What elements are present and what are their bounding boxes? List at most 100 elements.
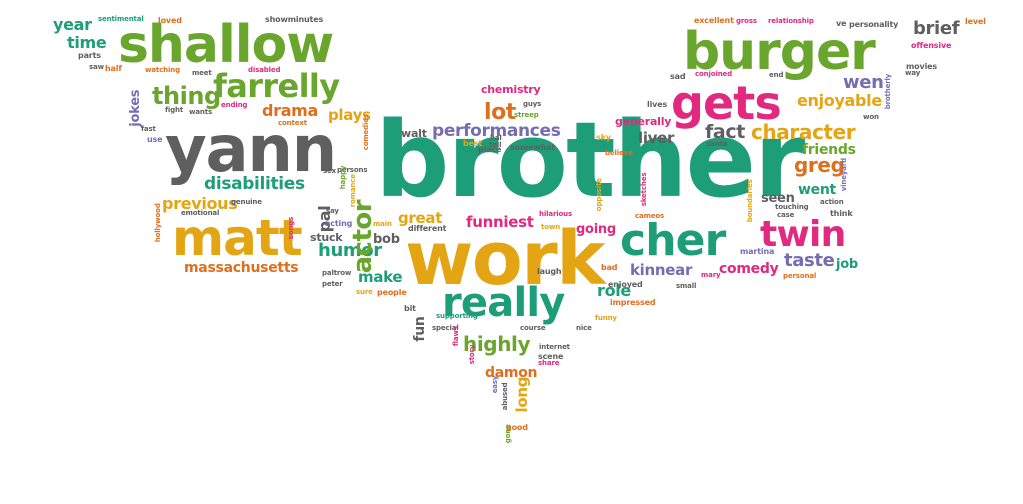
word-case: case (777, 211, 795, 219)
word-share: share (538, 359, 560, 367)
word-fact: fact (705, 121, 745, 143)
word-flaws: flaws (452, 326, 460, 347)
word-lives: lives (647, 100, 668, 109)
word-funny: funny (595, 314, 617, 322)
word-paltrow: paltrow (322, 269, 352, 277)
word-stuck: stuck (310, 231, 343, 244)
word-scene: scene (538, 352, 564, 361)
word-walt: walt (401, 127, 427, 140)
word-sky: sky (596, 133, 611, 142)
word-time: time (67, 33, 107, 52)
word-disabilities: disabilities (204, 174, 305, 194)
word-comedies: comedies (362, 114, 370, 151)
word-opposite: opposite (595, 178, 603, 212)
word-gets: gets (671, 76, 782, 130)
word-best: best (463, 139, 483, 148)
word-performances: performances (432, 121, 561, 141)
word-people: people (377, 288, 407, 297)
word-chemistry: chemistry (481, 83, 541, 96)
word-wants: wants (189, 108, 212, 116)
word-cher: cher (620, 215, 726, 266)
word-showminutes: showminutes (265, 15, 324, 24)
word-personality: personality (849, 20, 899, 29)
word-bob: bob (373, 232, 400, 247)
word-funniest: funniest (466, 213, 534, 231)
word-farrelly: farrelly (213, 67, 340, 105)
word-hollywood: hollywood (154, 203, 162, 243)
word-vineyard: vineyard (840, 157, 848, 192)
word-santa: santa (706, 140, 728, 148)
word-town: town (541, 223, 561, 231)
word-lot: lot (484, 100, 516, 125)
word-special: special (432, 324, 459, 332)
word-went: went (798, 182, 836, 198)
word-sketches: sketches (640, 172, 648, 207)
word-great: great (398, 209, 443, 227)
word-romance: romance (349, 174, 357, 208)
word-personal: personal (783, 272, 817, 280)
word-different: different (408, 224, 447, 233)
word-brief: brief (913, 18, 960, 39)
word-tell: tell (489, 141, 502, 149)
word-matt: matt (172, 209, 303, 267)
word-level: level (965, 17, 986, 26)
word-nice: nice (576, 324, 592, 332)
word-persons: persons (337, 166, 368, 174)
word-impressed: impressed (610, 298, 656, 307)
word-believe: believe (605, 149, 633, 157)
word-wen: wen (843, 72, 884, 93)
word-kinnear: kinnear (630, 261, 693, 279)
word-enjoyable: enjoyable (797, 91, 882, 110)
word-laugh: laugh (537, 267, 562, 276)
word-way: way (905, 69, 921, 77)
word-fight: fight (165, 106, 184, 114)
word-end: end (769, 71, 784, 79)
word-acting: acting (325, 219, 353, 228)
word-somewhat: somewhat (510, 143, 556, 152)
word-conjoined: conjoined (695, 70, 733, 78)
word-massachusetts: massachusetts (184, 260, 299, 276)
word-sure: sure (356, 288, 373, 296)
word-happy: happy (339, 165, 347, 190)
word-half: half (105, 64, 122, 73)
word-damon: damon (485, 365, 538, 381)
word-movies: movies (906, 62, 938, 71)
word-saw: saw (89, 63, 104, 71)
word-gross: gross (736, 17, 757, 25)
word-sentimental: sentimental (98, 15, 144, 23)
word-gone: gone (504, 424, 512, 444)
word-humor: humor (318, 240, 382, 261)
word-bit: bit (404, 304, 416, 313)
word-role: role (597, 281, 631, 300)
word-streep: streep (514, 111, 539, 119)
word-parts: parts (78, 51, 101, 60)
word-watching: watching (145, 66, 180, 74)
word-shallow: shallow (118, 15, 334, 75)
word-disabled: disabled (248, 66, 281, 74)
word-use: use (147, 135, 163, 144)
word-character: character (751, 120, 856, 144)
word-main: main (373, 220, 392, 228)
word-excellent: excellent (694, 16, 734, 25)
word-friends: friends (802, 142, 856, 158)
word-guys: guys (523, 100, 542, 108)
word-liver: liver (638, 129, 675, 147)
word-make: make (358, 268, 403, 286)
word-genuine: genuine (231, 198, 262, 206)
word-long: long (513, 376, 531, 413)
word-going: going (576, 222, 616, 237)
word-greg: greg (794, 153, 845, 177)
word-year: year (53, 15, 92, 34)
word-supporting: supporting (436, 312, 478, 320)
word-sex: sex (323, 167, 337, 175)
word-story: story (468, 344, 476, 365)
word-work: work (405, 216, 605, 302)
word-internet: internet (539, 343, 570, 351)
word-taste: taste (784, 250, 835, 271)
word-mary: mary (701, 271, 721, 279)
word-jokes: jokes (128, 89, 143, 127)
word-twin: twin (760, 214, 846, 255)
word-action: action (820, 198, 844, 206)
word-meet: meet (192, 69, 212, 77)
word-job: job (836, 257, 858, 272)
